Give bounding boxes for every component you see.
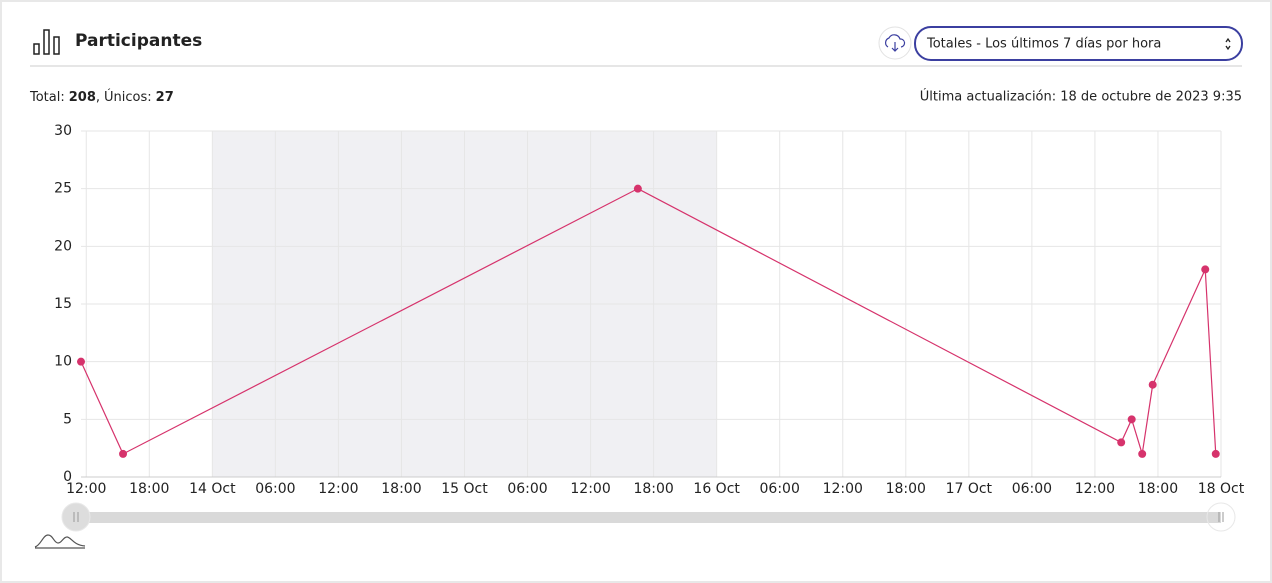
- data-point: [1138, 449, 1147, 458]
- y-tick-label: 20: [54, 238, 72, 254]
- total-value: 208: [69, 90, 96, 105]
- y-tick-label: 5: [63, 411, 72, 427]
- x-tick-label: 12:00: [318, 481, 358, 497]
- data-point: [1201, 265, 1210, 274]
- last-update: Última actualización: 18 de octubre de 2…: [920, 89, 1242, 105]
- x-tick-label: 06:00: [507, 481, 547, 497]
- y-tick-label: 30: [54, 123, 72, 139]
- x-tick-label: 18:00: [381, 481, 421, 497]
- data-point: [1117, 438, 1126, 447]
- x-tick-label: 18:00: [886, 481, 926, 497]
- range-slider[interactable]: [61, 502, 1236, 532]
- x-tick-label: 18:00: [633, 481, 673, 497]
- total-label: Total:: [29, 90, 65, 105]
- y-tick-label: 25: [54, 181, 72, 197]
- download-button[interactable]: [878, 26, 912, 60]
- x-tick-label: 06:00: [1012, 481, 1052, 497]
- select-value: Totales - Los últimos 7 días por hora: [926, 37, 1161, 52]
- unique-label: Únicos:: [104, 89, 152, 105]
- data-point: [77, 357, 85, 366]
- x-tick-label: 12:00: [66, 481, 106, 497]
- x-tick-label: 12:00: [823, 481, 863, 497]
- x-tick-label: 17 Oct: [946, 481, 993, 497]
- x-tick-label: 16 Oct: [693, 481, 740, 497]
- x-tick-label: 12:00: [570, 481, 610, 497]
- y-tick-label: 10: [54, 354, 72, 370]
- panel-title: Participantes: [75, 31, 202, 51]
- x-tick-label: 12:00: [1075, 481, 1115, 497]
- plot: 0 5 10 15 20 25 30 12:00 18:00 14 Oct 06:00 12:00 18…: [54, 123, 1245, 497]
- x-tick-label: 06:00: [760, 481, 800, 497]
- x-tick-label: 18:00: [129, 481, 169, 497]
- y-tick-label: 15: [54, 296, 72, 312]
- y-tick-label: 0: [63, 469, 72, 485]
- data-point: [1211, 449, 1220, 458]
- unique-value: 27: [156, 90, 174, 105]
- data-point: [1127, 415, 1136, 424]
- data-point: [1148, 380, 1157, 389]
- x-tick-label: 14 Oct: [189, 481, 236, 497]
- x-tick-label: 15 Oct: [441, 481, 488, 497]
- summary: Total: 208, Únicos: 27: [29, 89, 174, 105]
- data-point: [119, 449, 128, 458]
- data-point: [633, 184, 642, 193]
- x-tick-label: 06:00: [255, 481, 295, 497]
- sparkline-icon: [34, 534, 86, 549]
- chart-icon: [33, 29, 60, 55]
- x-tick-label: 18 Oct: [1198, 481, 1245, 497]
- period-select[interactable]: Totales - Los últimos 7 días por hora: [914, 26, 1243, 61]
- x-tick-label: 18:00: [1138, 481, 1178, 497]
- separator: ,: [96, 90, 100, 105]
